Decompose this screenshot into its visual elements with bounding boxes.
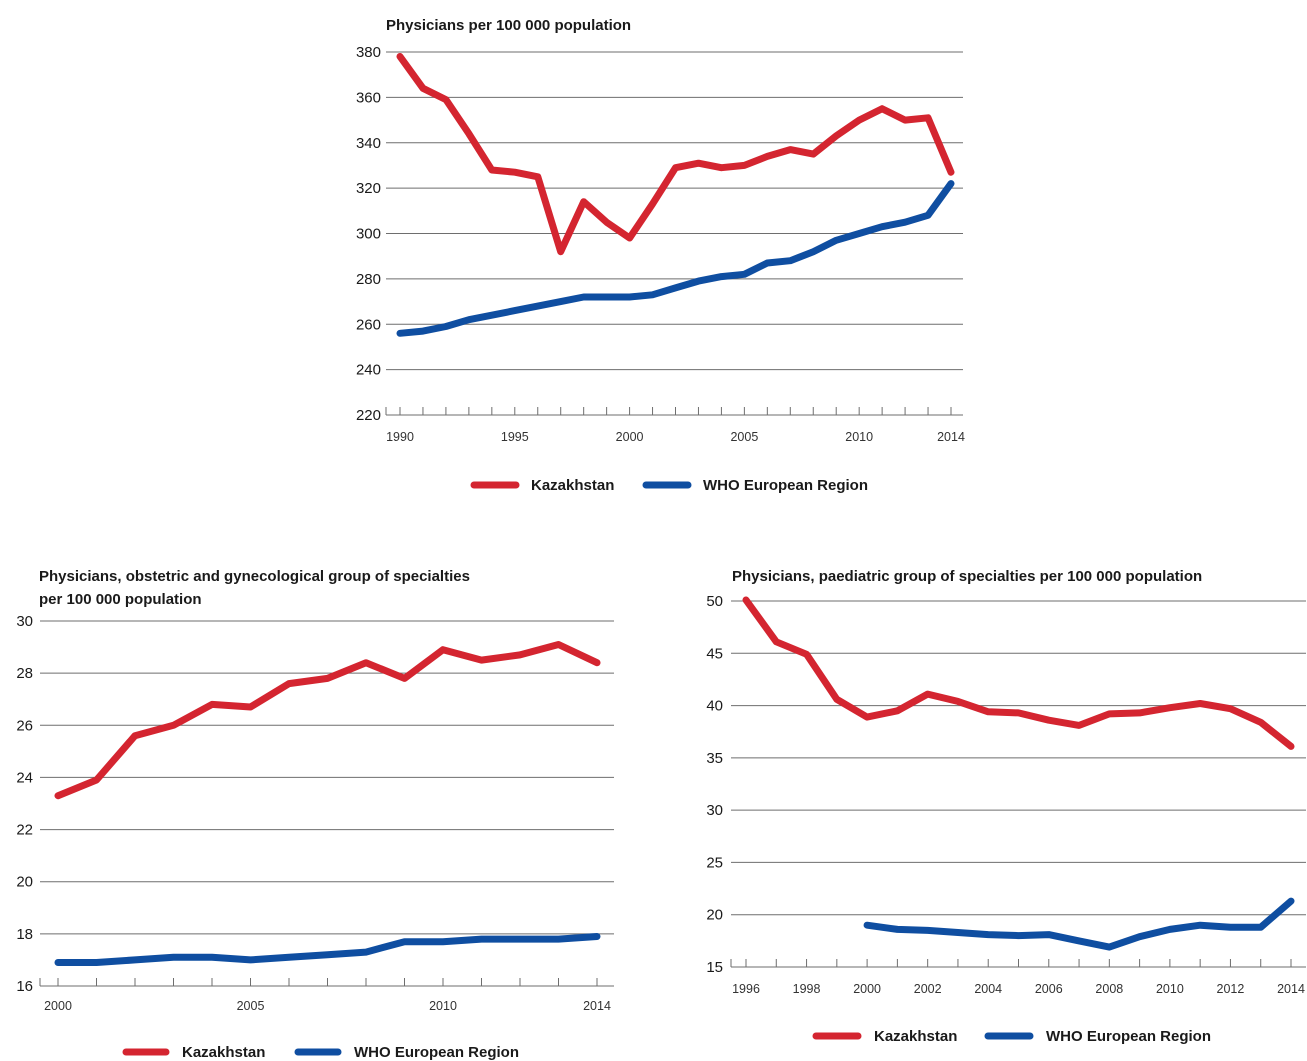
gridlines — [731, 600, 1306, 916]
y-tick-label: 16 — [16, 978, 33, 995]
x-tick-label: 2000 — [44, 999, 72, 1013]
series-line-who-european-region — [863, 897, 1295, 951]
series-lines — [54, 641, 601, 966]
x-axis: 1990 1995 2000 2005 2010 2014 — [385, 407, 965, 444]
x-tick-label: 2010 — [1156, 982, 1184, 996]
legend-label-kazakhstan: Kazakhstan — [182, 1044, 265, 1061]
x-tick-label: 2010 — [845, 430, 873, 444]
x-tick-label: 2014 — [937, 430, 965, 444]
chart-title: Physicians, paediatric group of specialt… — [732, 568, 1202, 585]
x-tick-label: 1990 — [386, 430, 414, 444]
legend: Kazakhstan WHO European Region — [122, 1044, 519, 1061]
y-tick-label: 22 — [16, 822, 33, 839]
x-tick-label: 2012 — [1217, 982, 1245, 996]
y-tick-label: 300 — [356, 226, 381, 243]
x-tick-label: 2005 — [237, 999, 265, 1013]
x-tick-label: 2004 — [974, 982, 1002, 996]
x-axis: 2000 2005 2010 2014 — [39, 978, 614, 1013]
chart-obstetric-gynecological: Physicians, obstetric and gynecological … — [16, 568, 614, 1061]
x-tick-label: 2000 — [853, 982, 881, 996]
y-axis-tick-labels: 220 240 260 280 300 320 340 360 380 — [356, 44, 381, 424]
x-tick-label: 1996 — [732, 982, 760, 996]
series-line-who-european-region — [54, 933, 601, 966]
x-tick-label: 1995 — [501, 430, 529, 444]
y-tick-label: 260 — [356, 316, 381, 333]
y-tick-label: 15 — [706, 959, 723, 976]
x-tick-label: 2002 — [914, 982, 942, 996]
y-tick-label: 35 — [706, 750, 723, 767]
x-tick-label: 2010 — [429, 999, 457, 1013]
x-tick-label: 2005 — [730, 430, 758, 444]
legend-label-who-europe: WHO European Region — [703, 477, 868, 494]
legend-label-kazakhstan: Kazakhstan — [874, 1028, 957, 1045]
y-tick-label: 45 — [706, 645, 723, 662]
legend: Kazakhstan WHO European Region — [470, 477, 868, 494]
chart-title-line-2: per 100 000 population — [39, 591, 202, 608]
chart-title-line-1: Physicians, obstetric and gynecological … — [39, 568, 470, 585]
x-tick-label: 2014 — [1277, 982, 1305, 996]
y-tick-label: 40 — [706, 698, 723, 715]
x-axis: 1996 1998 2000 2002 2004 2006 2008 2010 2012 2014 — [730, 959, 1306, 996]
x-tick-label: 2014 — [583, 999, 611, 1013]
series-lines — [396, 53, 955, 337]
chart-physicians: Physicians per 100 000 population 220 240… — [356, 17, 965, 494]
y-tick-label: 20 — [16, 874, 33, 891]
y-axis-tick-labels: 16 18 20 22 24 26 28 30 — [16, 613, 33, 995]
y-tick-label: 28 — [16, 665, 33, 682]
legend-label-who-europe: WHO European Region — [1046, 1028, 1211, 1045]
y-tick-label: 25 — [706, 854, 723, 871]
y-tick-label: 30 — [706, 802, 723, 819]
y-tick-label: 26 — [16, 717, 33, 734]
gridlines — [386, 51, 963, 371]
x-tick-label: 1998 — [793, 982, 821, 996]
y-tick-label: 50 — [706, 593, 723, 610]
series-line-who-european-region — [396, 180, 955, 337]
legend-label-who-europe: WHO European Region — [354, 1044, 519, 1061]
y-tick-label: 340 — [356, 135, 381, 152]
y-tick-label: 18 — [16, 926, 33, 943]
legend-label-kazakhstan: Kazakhstan — [531, 477, 614, 494]
chart-paediatric: Physicians, paediatric group of specialt… — [706, 568, 1306, 1045]
chart-title: Physicians per 100 000 population — [386, 17, 631, 34]
series-lines — [742, 596, 1295, 951]
y-axis-tick-labels: 15 20 25 30 35 40 45 50 — [706, 593, 723, 976]
y-tick-label: 240 — [356, 362, 381, 379]
y-tick-label: 280 — [356, 271, 381, 288]
y-tick-label: 220 — [356, 407, 381, 424]
y-tick-label: 30 — [16, 613, 33, 630]
legend: Kazakhstan WHO European Region — [812, 1028, 1211, 1045]
y-tick-label: 360 — [356, 89, 381, 106]
y-tick-label: 20 — [706, 907, 723, 924]
x-tick-label: 2006 — [1035, 982, 1063, 996]
y-tick-label: 24 — [16, 769, 33, 786]
x-tick-label: 2008 — [1095, 982, 1123, 996]
series-line-kazakhstan — [54, 641, 601, 800]
gridlines — [40, 620, 614, 935]
x-tick-label: 2000 — [616, 430, 644, 444]
y-tick-label: 380 — [356, 44, 381, 61]
series-line-kazakhstan — [742, 596, 1295, 750]
y-tick-label: 320 — [356, 180, 381, 197]
series-line-kazakhstan — [396, 53, 955, 256]
